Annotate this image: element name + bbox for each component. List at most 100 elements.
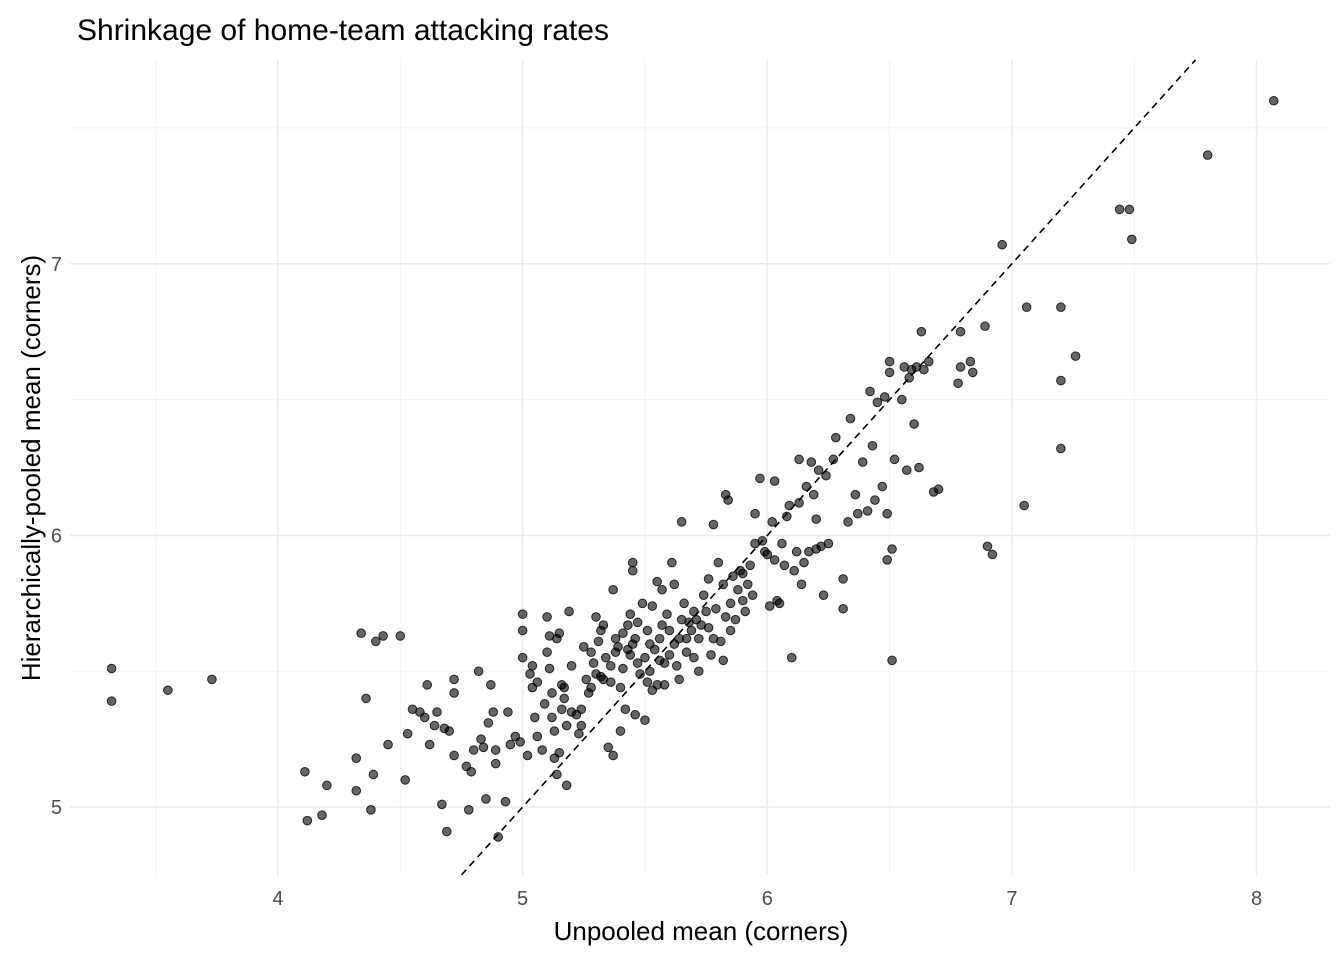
x-tick-label: 4: [272, 888, 283, 910]
identity-reference-line-layer: [460, 59, 1197, 876]
data-point: [371, 636, 381, 647]
data-point: [649, 644, 660, 655]
data-point: [419, 712, 430, 723]
data-point: [715, 636, 726, 647]
data-point: [693, 633, 704, 644]
data-point: [637, 598, 648, 609]
data-point: [701, 606, 711, 617]
data-point: [997, 239, 1007, 250]
data-point: [664, 625, 675, 636]
data-point: [1268, 95, 1279, 106]
data-point: [923, 356, 934, 367]
data-point: [897, 394, 907, 405]
data-point: [955, 362, 966, 372]
data-point: [432, 707, 442, 717]
data-point: [914, 462, 924, 473]
data-point: [490, 758, 501, 769]
data-point: [449, 750, 459, 761]
chart-title: Shrinkage of home-team attacking rates: [77, 14, 609, 47]
data-point: [429, 720, 440, 731]
x-tick-label: 5: [517, 888, 528, 910]
data-point: [884, 356, 895, 367]
data-point: [605, 661, 616, 671]
x-tick-label: 8: [1251, 888, 1262, 910]
data-point: [774, 598, 785, 609]
tick-labels: 4 5 6 7 8 5 6 7: [51, 254, 1262, 910]
data-point: [686, 625, 697, 636]
data-point: [818, 590, 829, 600]
data-point: [789, 565, 799, 576]
data-point: [745, 560, 755, 571]
data-point: [725, 625, 736, 636]
data-point: [517, 652, 528, 663]
data-point: [764, 601, 775, 611]
data-point: [351, 785, 362, 796]
data-point: [402, 728, 413, 739]
data-point: [615, 726, 626, 736]
data-point: [662, 609, 672, 620]
data-point: [424, 739, 435, 750]
data-point: [361, 693, 371, 704]
data-point: [711, 603, 721, 614]
data-point: [689, 652, 699, 663]
data-point: [889, 454, 900, 465]
data-point: [351, 753, 362, 763]
y-tick-label: 5: [51, 797, 62, 819]
data-point: [576, 720, 587, 731]
data-point: [659, 680, 670, 690]
data-point: [838, 574, 848, 584]
data-point: [1124, 204, 1135, 215]
data-point: [811, 514, 822, 524]
data-point: [659, 658, 670, 668]
data-points: [106, 95, 1279, 842]
data-point: [1056, 302, 1066, 313]
data-point: [779, 560, 790, 571]
y-axis-title: Hierarchically-pooled mean (corners): [16, 255, 46, 681]
data-point: [488, 707, 499, 717]
data-point: [882, 555, 892, 565]
data-point: [1056, 443, 1066, 454]
data-point: [620, 704, 631, 715]
data-point: [302, 815, 313, 826]
data-point: [708, 519, 719, 530]
data-point: [794, 498, 804, 508]
data-point: [588, 658, 599, 668]
data-point: [967, 367, 978, 378]
data-point: [561, 780, 572, 791]
data-point: [882, 508, 892, 519]
data-point: [635, 669, 645, 679]
data-point: [537, 745, 547, 755]
data-point: [769, 476, 780, 486]
data-point: [632, 658, 643, 668]
data-point: [608, 750, 618, 761]
data-point: [782, 511, 792, 522]
data-point: [862, 506, 873, 516]
data-point: [669, 579, 680, 590]
data-point: [106, 696, 117, 706]
data-point: [1114, 204, 1125, 215]
data-point: [738, 568, 748, 579]
data-point: [674, 674, 685, 685]
data-point: [532, 731, 543, 742]
data-point: [383, 739, 393, 750]
data-point: [625, 609, 636, 620]
y-tick-label: 6: [51, 525, 62, 547]
data-point: [486, 680, 496, 690]
data-point: [1019, 500, 1029, 511]
data-point: [933, 484, 944, 495]
data-point: [647, 601, 658, 611]
data-point: [106, 663, 117, 674]
data-point: [554, 747, 565, 758]
data-point: [919, 364, 929, 375]
data-point: [483, 718, 494, 728]
data-point: [786, 652, 797, 663]
data-point: [671, 661, 682, 671]
data-point: [642, 677, 653, 687]
data-point: [601, 652, 611, 663]
data-point: [879, 392, 890, 402]
y-tick-label: 7: [51, 254, 62, 276]
data-point: [500, 796, 511, 807]
data-point: [1127, 234, 1137, 245]
data-point: [728, 571, 738, 581]
x-tick-label: 7: [1006, 888, 1017, 910]
